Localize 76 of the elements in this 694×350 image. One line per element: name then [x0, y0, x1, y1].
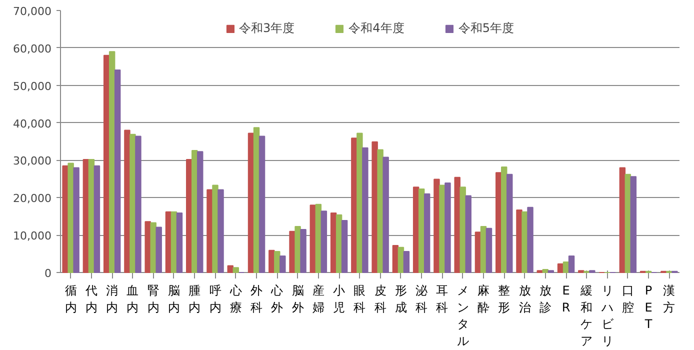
- bar: [562, 262, 570, 273]
- bar: [73, 167, 80, 273]
- bar: [341, 220, 348, 273]
- x-tick-label: 耳科: [436, 284, 448, 314]
- x-tick-label: 放治: [518, 284, 531, 314]
- x-tick-label: 皮科: [374, 284, 386, 314]
- x-tick-label: 血内: [126, 284, 139, 314]
- x-tick-label: 形成: [394, 284, 407, 314]
- bar: [274, 251, 280, 273]
- x-tick-label: 腎内: [147, 284, 160, 314]
- bar: [135, 136, 142, 273]
- x-tick-label: 産婦: [312, 284, 324, 314]
- bar: [465, 195, 472, 273]
- bar: [232, 267, 239, 273]
- bar: [506, 174, 513, 273]
- bar: [568, 256, 575, 273]
- legend-label: 令和3年度: [239, 20, 295, 37]
- bar: [542, 269, 548, 273]
- x-tick-label: 口腔: [622, 284, 634, 314]
- bar: [300, 228, 306, 273]
- y-tick-label: 50,000: [13, 80, 52, 93]
- y-tick-label: 10,000: [13, 230, 52, 243]
- y-tick-label: 70,000: [13, 5, 52, 18]
- bar: [114, 70, 121, 273]
- x-tick-label: ER: [562, 284, 570, 314]
- bar: [460, 186, 466, 273]
- x-tick-label: 腫内: [188, 284, 201, 314]
- y-tick-label: 20,000: [13, 192, 52, 206]
- bar: [356, 132, 363, 273]
- bar: [630, 176, 637, 273]
- x-tick-label: 麻酔: [477, 284, 490, 314]
- x-tick-label: 代内: [84, 284, 98, 314]
- y-tick-label: 30,000: [13, 154, 52, 168]
- bar: [527, 206, 534, 273]
- x-tick-label: 緩和ケア: [580, 284, 593, 348]
- x-tick-label: 外科: [250, 284, 263, 314]
- bar: [176, 212, 183, 273]
- x-tick-label: 脳内: [168, 284, 180, 314]
- bar: [424, 193, 430, 273]
- bar: [362, 147, 368, 273]
- bar: [444, 182, 451, 273]
- x-tick-label: 小児: [333, 284, 346, 314]
- bar: [392, 245, 399, 273]
- bar: [280, 256, 286, 273]
- x-tick-label: 呼内: [209, 284, 222, 314]
- bar: [454, 176, 460, 273]
- x-tick-label: 心療: [228, 284, 242, 314]
- y-tick-label: 0: [44, 267, 52, 280]
- bar: [320, 210, 328, 273]
- x-tick-label: 脳外: [292, 284, 304, 314]
- x-tick-label: 眼科: [354, 284, 366, 314]
- x-tick-label: PET: [644, 284, 653, 332]
- x-tick-label: リハビリ: [600, 284, 614, 348]
- bar: [150, 222, 156, 273]
- x-tick-label: 整形: [498, 284, 510, 314]
- legend-label: 令和5年度: [458, 20, 514, 37]
- bar: [398, 246, 404, 273]
- bar: [218, 189, 224, 273]
- bar: [258, 136, 266, 273]
- bar: [197, 151, 204, 273]
- bar: [377, 149, 384, 273]
- x-tick-label: 心外: [270, 284, 284, 314]
- bar: [403, 251, 410, 273]
- legend-label: 令和4年度: [348, 20, 404, 37]
- x-tick-label: 放診: [539, 284, 552, 314]
- x-tick-label: メンタル: [456, 284, 469, 348]
- x-tick-label: 泌科: [416, 284, 428, 314]
- bar: [156, 226, 162, 273]
- y-tick-label: 60,000: [13, 42, 52, 56]
- bar: [486, 228, 492, 273]
- x-tick-label: 消内: [106, 284, 118, 314]
- x-tick-label: 循内: [64, 284, 77, 314]
- y-tick-label: 40,000: [13, 117, 52, 130]
- bar: [94, 165, 100, 273]
- bar: [382, 156, 389, 273]
- x-tick-label: 漢方: [663, 284, 676, 314]
